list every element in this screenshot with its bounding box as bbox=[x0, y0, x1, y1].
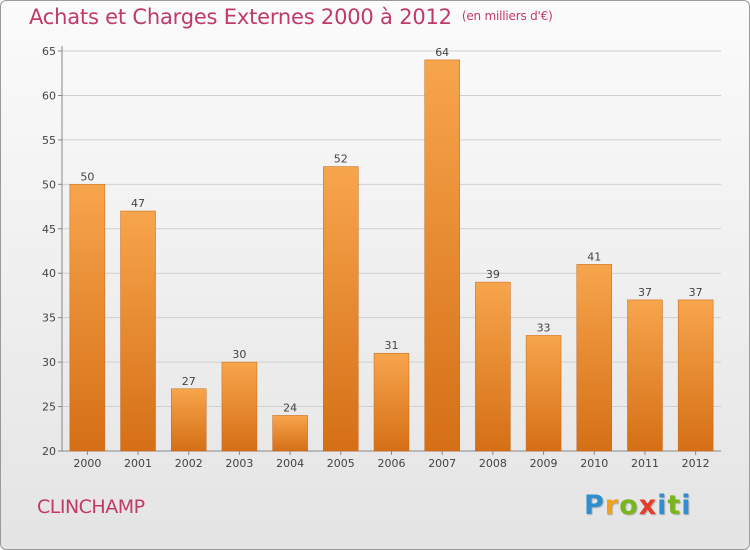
data-label-2000: 50 bbox=[80, 170, 94, 183]
bar-2004 bbox=[272, 415, 308, 452]
y-tick-label: 25 bbox=[42, 401, 56, 414]
y-tick-label: 50 bbox=[42, 178, 56, 191]
data-label-2012: 37 bbox=[689, 286, 703, 299]
x-tick-label-2002: 2002 bbox=[175, 457, 203, 470]
data-label-2003: 30 bbox=[232, 348, 246, 361]
data-label-2007: 64 bbox=[435, 46, 449, 59]
bar-2001 bbox=[120, 210, 156, 452]
y-tick-label: 35 bbox=[42, 312, 56, 325]
data-label-2009: 33 bbox=[537, 321, 551, 334]
x-tick-label-2009: 2009 bbox=[530, 457, 558, 470]
x-tick-label-2011: 2011 bbox=[631, 457, 659, 470]
axes: 20 25 30 35 40 45 50 55 60 65 2000 2001 2002 2003 2004… bbox=[42, 45, 721, 470]
y-tick-label: 60 bbox=[42, 89, 56, 102]
commune-name: CLINCHAMP bbox=[37, 496, 145, 518]
x-tick-label-2001: 2001 bbox=[124, 457, 152, 470]
x-tick-label-2006: 2006 bbox=[378, 457, 406, 470]
bar-2009 bbox=[525, 335, 562, 452]
x-tick-label-2003: 2003 bbox=[225, 457, 253, 470]
bar-2011 bbox=[627, 299, 663, 452]
x-tick-label-2010: 2010 bbox=[580, 457, 608, 470]
bars bbox=[69, 59, 714, 452]
bar-2010 bbox=[576, 264, 613, 452]
bar-2003 bbox=[221, 361, 258, 452]
chart-title: Achats et Charges Externes 2000 à 2012 (e… bbox=[29, 5, 553, 29]
data-label-2011: 37 bbox=[638, 286, 652, 299]
data-label-2010: 41 bbox=[587, 250, 601, 263]
bar-2002 bbox=[170, 388, 207, 452]
bar-2007 bbox=[424, 59, 460, 452]
y-tick-label: 30 bbox=[42, 356, 56, 369]
y-tick-label: 55 bbox=[42, 134, 56, 147]
y-tick-label: 65 bbox=[42, 45, 56, 58]
data-label-2008: 39 bbox=[486, 268, 500, 281]
chart-title-text: Achats et Charges Externes 2000 à 2012 bbox=[29, 5, 452, 29]
x-tick-label-2012: 2012 bbox=[682, 457, 710, 470]
x-tick-label-2008: 2008 bbox=[479, 457, 507, 470]
data-label-2001: 47 bbox=[131, 197, 145, 210]
proxiti-logo: Proxiti bbox=[584, 490, 692, 521]
x-tick-label-2004: 2004 bbox=[276, 457, 304, 470]
bar-2006 bbox=[373, 352, 410, 452]
bar-2012 bbox=[677, 299, 714, 452]
data-label-2002: 27 bbox=[182, 375, 196, 388]
bar-2005 bbox=[323, 166, 359, 452]
y-tick-label: 45 bbox=[42, 223, 56, 236]
y-tick-label: 20 bbox=[42, 445, 56, 458]
bar-2008 bbox=[475, 281, 511, 452]
y-tick-label: 40 bbox=[42, 267, 56, 280]
data-label-2005: 52 bbox=[334, 153, 348, 166]
x-tick-label-2005: 2005 bbox=[327, 457, 355, 470]
x-tick-label-2007: 2007 bbox=[428, 457, 456, 470]
data-label-2006: 31 bbox=[385, 339, 399, 352]
x-tick-label-2000: 2000 bbox=[73, 457, 101, 470]
data-labels: 50 47 27 30 24 52 31 64 39 33 41 37 37 bbox=[80, 46, 702, 415]
bar-2000 bbox=[69, 184, 106, 452]
chart-unit: (en milliers d'€) bbox=[461, 9, 553, 23]
data-label-2004: 24 bbox=[283, 401, 297, 414]
